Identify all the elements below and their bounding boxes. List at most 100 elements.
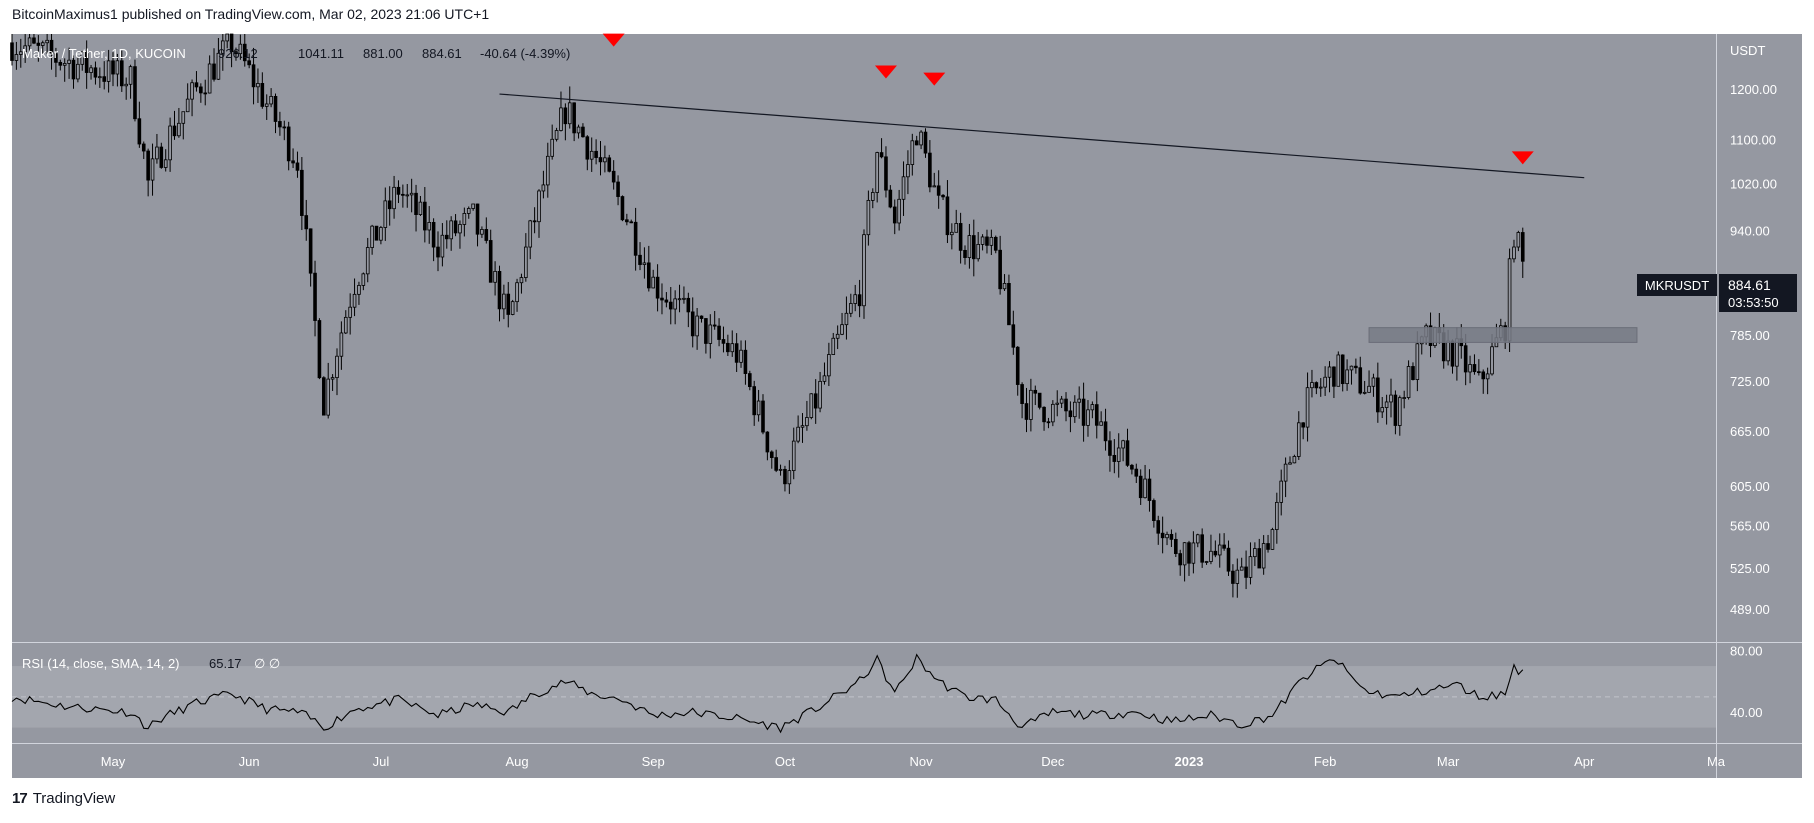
candle-body: [190, 82, 194, 100]
time-tick-label: Nov: [910, 754, 934, 769]
candle-body: [58, 61, 63, 66]
candle-body: [879, 152, 884, 158]
candle-body: [1169, 533, 1174, 540]
candle-body: [1134, 468, 1139, 477]
candle-body: [633, 221, 638, 256]
publisher-line: BitcoinMaximus1 published on TradingView…: [12, 6, 490, 22]
time-tick-label: Apr: [1574, 754, 1595, 769]
candle-body: [809, 393, 814, 418]
candle-body: [510, 301, 515, 315]
candle-body: [1323, 376, 1327, 388]
time-tick-label: Mar: [1437, 754, 1460, 769]
candle-body: [32, 37, 36, 44]
candle-body: [475, 203, 480, 235]
candle-body: [1068, 410, 1073, 418]
candle-body: [664, 299, 669, 303]
candle-body: [414, 192, 418, 215]
candle-body: [357, 285, 361, 295]
candle-body: [827, 354, 831, 377]
candle-body: [1450, 340, 1455, 367]
rsi-legend-label: RSI (14, close, SMA, 14, 2): [22, 656, 180, 671]
candle-body: [545, 155, 550, 186]
candle-body: [1033, 389, 1038, 394]
candle-body: [1261, 543, 1266, 569]
candle-body: [1073, 401, 1077, 418]
candle-body: [756, 400, 761, 416]
candle-body: [185, 98, 190, 113]
candle-body: [260, 83, 265, 107]
price-tick-label: 489.00: [1730, 602, 1770, 617]
candle-body: [1037, 392, 1042, 408]
candle-body: [374, 225, 379, 241]
candle-body: [1411, 366, 1415, 380]
symbol-tag-text: MKRUSDT: [1645, 278, 1709, 293]
candle-body: [418, 201, 423, 215]
candle-body: [1182, 542, 1187, 566]
candle-body: [576, 126, 581, 134]
rsi-tick-label: 80.00: [1730, 644, 1763, 659]
candle-body: [1125, 440, 1130, 466]
candle-body: [207, 63, 212, 94]
candle-body: [914, 140, 919, 146]
candle-body: [726, 342, 730, 353]
candle-body: [769, 451, 774, 458]
candle-body: [449, 220, 453, 240]
candle-body: [589, 150, 594, 160]
candle-body: [1345, 369, 1349, 385]
time-tick-label: Ma: [1707, 754, 1726, 769]
candle-body: [14, 54, 19, 61]
candle-body: [317, 320, 322, 379]
candle-body: [1384, 401, 1389, 408]
candle-body: [194, 82, 199, 88]
candle-body: [137, 118, 142, 145]
candle-body: [1292, 456, 1297, 464]
candle-body: [304, 215, 309, 230]
price-tick-label: 1100.00: [1730, 133, 1776, 148]
candle-body: [993, 236, 998, 251]
candle-body: [976, 244, 980, 260]
candle-body: [84, 51, 89, 73]
candle-body: [440, 234, 445, 258]
candle-body: [1178, 553, 1183, 566]
candle-body: [1270, 529, 1275, 550]
candle-body: [326, 378, 331, 416]
candle-body: [431, 222, 436, 248]
rejection-marker-icon: [923, 72, 946, 86]
candle-body: [892, 206, 897, 224]
candle-body: [71, 59, 76, 80]
candle-body: [1209, 550, 1213, 562]
candle-body: [423, 201, 427, 231]
candle-body: [651, 276, 655, 289]
candle-body: [818, 380, 822, 409]
candle-body: [370, 225, 374, 248]
candle-body: [256, 83, 260, 88]
candle-body: [748, 373, 752, 388]
candle-body: [361, 273, 366, 286]
candle-body: [458, 224, 462, 234]
candle-body: [291, 160, 295, 164]
price-tick-label: 1020.00: [1730, 176, 1777, 191]
candle-body: [1279, 480, 1284, 503]
rsi-legend-value: 65.17: [209, 656, 242, 671]
candle-body: [563, 107, 568, 125]
candle-body: [484, 229, 489, 241]
candle-body: [1490, 346, 1494, 375]
candle-body: [1094, 404, 1099, 426]
candle-body: [1520, 232, 1525, 262]
candle-body: [141, 143, 146, 152]
time-tick-label: Oct: [775, 754, 796, 769]
candle-body: [985, 236, 989, 246]
rejection-marker-icon: [1511, 151, 1534, 165]
candle-body: [739, 349, 743, 363]
candle-body: [1244, 566, 1248, 578]
candle-body: [524, 246, 528, 278]
candle-body: [1051, 403, 1055, 423]
candle-body: [541, 184, 546, 192]
candle-body: [862, 234, 866, 307]
candle-body: [1257, 548, 1262, 569]
candle-body: [673, 298, 677, 310]
candle-body: [1121, 440, 1125, 449]
candle-body: [712, 324, 717, 327]
candle-body: [585, 136, 590, 160]
candle-body: [699, 315, 704, 319]
